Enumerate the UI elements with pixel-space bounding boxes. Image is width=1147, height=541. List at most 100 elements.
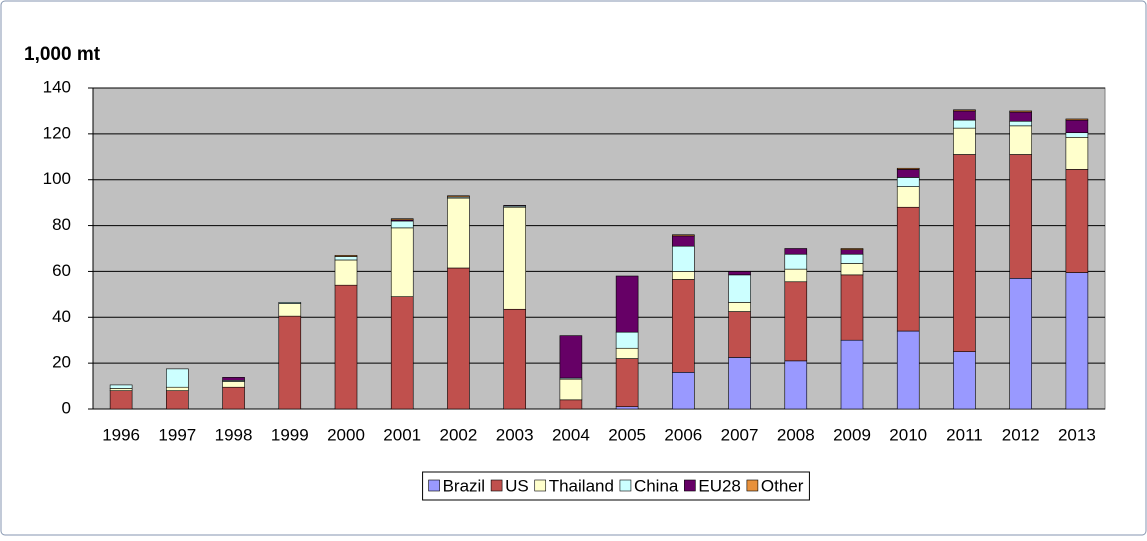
bar-segment	[334, 255, 358, 257]
chart-title: 1,000 mt	[24, 44, 101, 65]
bar-segment	[166, 368, 189, 388]
bar-segment	[447, 195, 470, 198]
bar-segment	[953, 110, 976, 121]
x-tick-label: 1997	[158, 425, 196, 444]
bar-segment	[672, 279, 695, 373]
bar-segment	[166, 386, 189, 391]
y-tick-label: 20	[52, 353, 71, 372]
legend-label: US	[505, 476, 529, 495]
bar-segment	[896, 330, 920, 410]
legend-swatch	[534, 479, 547, 492]
bar-segment	[1065, 119, 1089, 134]
bar-segment	[278, 303, 302, 317]
bar-segment	[222, 381, 245, 388]
bar-segment	[953, 154, 976, 352]
x-tick-label: 1998	[215, 425, 253, 444]
legend-swatch	[746, 479, 759, 492]
bar-segment	[840, 249, 864, 255]
bar-segment	[1065, 136, 1089, 170]
bar-segment	[447, 197, 470, 269]
bar-segment	[672, 372, 695, 410]
bar-segment	[503, 206, 526, 310]
x-tick-label: 2001	[383, 425, 421, 444]
bar-segment	[1065, 169, 1089, 273]
bar-segment	[334, 256, 358, 261]
bar-segment	[672, 234, 695, 237]
bar-segment	[503, 205, 526, 207]
bar-segment	[278, 302, 302, 304]
bar-segment	[840, 274, 864, 341]
legend-label: China	[634, 476, 679, 495]
bar-segment	[672, 235, 695, 247]
bar-segment	[166, 390, 189, 410]
x-tick-label: 2005	[608, 425, 646, 444]
bar-segment	[840, 339, 864, 410]
y-tick-label: 100	[43, 169, 71, 188]
x-tick-label: 2003	[496, 425, 534, 444]
bar-segment	[1009, 154, 1032, 279]
bar-segment	[1065, 132, 1089, 138]
bar-segment	[896, 206, 920, 332]
bar-segment	[784, 248, 808, 255]
bar-segment	[109, 388, 133, 391]
bar-segment	[953, 127, 976, 155]
bar-segment	[559, 335, 583, 379]
bar-segment	[615, 347, 639, 359]
bar-segment	[896, 186, 920, 208]
x-tick-label: 2000	[327, 425, 365, 444]
legend-swatch	[619, 479, 632, 492]
bar-segment	[728, 271, 751, 276]
bar-segment	[728, 274, 751, 303]
bar-segment	[1009, 125, 1032, 155]
x-tick-label: 1999	[271, 425, 309, 444]
bar-segment	[728, 311, 751, 358]
bar-segment	[1065, 118, 1089, 121]
bar-segment	[840, 263, 864, 276]
bar-segment	[559, 399, 583, 410]
bar-segment	[390, 296, 414, 410]
bar-segment	[728, 357, 751, 410]
x-tick-label: 1996	[102, 425, 140, 444]
y-tick-label: 40	[52, 307, 71, 326]
x-tick-label: 2004	[552, 425, 590, 444]
bar-segment	[222, 386, 245, 410]
y-tick-label: 0	[62, 398, 71, 417]
bar-segment	[896, 169, 920, 178]
bar-segment	[672, 245, 695, 272]
bar-segment	[840, 248, 864, 250]
bar-segment	[784, 281, 808, 362]
bar-segment	[1009, 120, 1032, 127]
bar-segment	[953, 109, 976, 112]
legend-swatch	[428, 479, 440, 492]
bar-segment	[334, 284, 358, 410]
x-tick-label: 2006	[664, 425, 702, 444]
legend-box	[422, 471, 810, 501]
bar-segment	[615, 331, 639, 349]
bar-segment	[615, 358, 639, 408]
bar-segment	[390, 220, 414, 229]
bar-segment	[953, 119, 976, 129]
bar-segment	[390, 218, 414, 221]
legend-swatch	[684, 479, 696, 492]
x-tick-label: 2008	[777, 425, 815, 444]
bar-segment	[672, 271, 695, 280]
bar-segment	[896, 167, 920, 170]
legend-label: EU28	[698, 476, 741, 495]
y-tick-label: 60	[52, 261, 71, 280]
bar-segment	[334, 259, 358, 286]
plot-area	[92, 87, 1106, 410]
bar-segment	[447, 267, 470, 410]
bar-segment	[109, 390, 133, 410]
legend-label: Other	[761, 476, 804, 495]
legend-label: Thailand	[549, 476, 614, 495]
x-tick-label: 2002	[440, 425, 478, 444]
bar-segment	[222, 377, 245, 381]
bar-segment	[278, 315, 302, 410]
bar-segment	[784, 268, 808, 283]
bar-segment	[728, 302, 751, 312]
legend-label: Brazil	[443, 476, 486, 495]
bar-segment	[1009, 110, 1032, 113]
y-tick-label: 80	[52, 215, 71, 234]
y-tick-label: 120	[43, 123, 71, 142]
